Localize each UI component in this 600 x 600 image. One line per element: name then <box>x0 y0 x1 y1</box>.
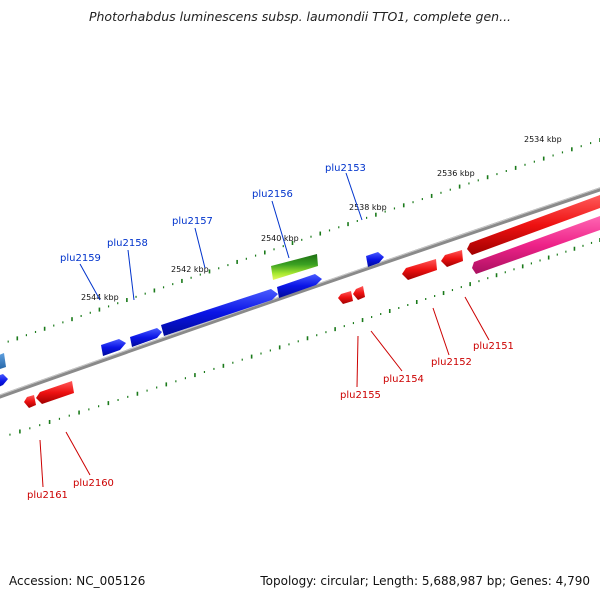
gene-label-plu2155[interactable]: plu2155 <box>340 390 381 401</box>
gene-arrow-plu2155[interactable] <box>338 291 353 304</box>
scale-label-2534: 2534 kbp <box>524 135 562 144</box>
gene-arrow-plu2153[interactable] <box>366 252 384 267</box>
scale-label-2542: 2542 kbp <box>171 265 209 274</box>
gene-arrow-plu2160[interactable] <box>36 381 74 404</box>
genome-summary-text: Topology: circular; Length: 5,688,987 bp… <box>260 574 590 588</box>
leader-plu2160 <box>65 431 91 476</box>
gene-label-plu2157[interactable]: plu2157 <box>172 216 213 227</box>
reverse-strand-genes <box>24 195 600 408</box>
scale-label-2538: 2538 kbp <box>349 203 387 212</box>
scale-label-2544: 2544 kbp <box>81 293 119 302</box>
gene-arrow-fwd[interactable] <box>0 374 8 389</box>
leader-plu2153 <box>345 172 363 221</box>
gene-label-plu2152[interactable]: plu2152 <box>431 357 472 368</box>
map-title: Photorhabdus luminescens subsp. laumondi… <box>88 9 512 24</box>
accession-text: Accession: NC_005126 <box>9 574 146 588</box>
leader-plu2156 <box>271 200 290 259</box>
gene-arrow-rna[interactable] <box>472 216 600 274</box>
gene-label-plu2156[interactable]: plu2156 <box>252 189 293 200</box>
inner-scale-ticks <box>9 238 600 436</box>
gene-arrow-plu2152[interactable] <box>441 250 463 267</box>
gene-label-plu2161[interactable]: plu2161 <box>27 490 68 501</box>
gene-arrow-plu2152b[interactable] <box>402 259 437 280</box>
gene-label-plu2153[interactable]: plu2153 <box>325 163 366 174</box>
gene-arrow-plu2151[interactable] <box>467 195 600 255</box>
leader-plu2161 <box>39 439 44 488</box>
scale-label-2536: 2536 kbp <box>437 169 475 178</box>
gene-label-plu2151[interactable]: plu2151 <box>473 341 514 352</box>
gene-arrow-fwd[interactable] <box>130 328 162 347</box>
leader-plu2151 <box>464 296 490 341</box>
gene-arrow-fwd[interactable] <box>0 353 6 371</box>
gene-arrow-fwd[interactable] <box>101 339 126 356</box>
gene-arrow-plu2161[interactable] <box>24 395 36 408</box>
gene-label-plu2154[interactable]: plu2154 <box>383 374 424 385</box>
scale-label-2540: 2540 kbp <box>261 234 299 243</box>
forward-strand-genes <box>0 252 384 389</box>
leader-plu2159 <box>79 263 101 301</box>
leader-plu2155 <box>356 335 359 388</box>
gene-label-plu2159[interactable]: plu2159 <box>60 253 101 264</box>
leader-plu2154 <box>370 330 403 372</box>
gene-arrow-plu2156-rna[interactable] <box>271 254 318 280</box>
leader-plu2157 <box>194 227 206 269</box>
gene-arrow-plu2154[interactable] <box>353 286 365 300</box>
outer-scale-ticks <box>7 138 600 343</box>
leader-plu2158 <box>127 249 135 301</box>
label-leaders <box>39 172 490 488</box>
gene-arrow-plu2156[interactable] <box>277 274 322 298</box>
leader-plu2152 <box>432 307 450 356</box>
gene-arrow-plu2157[interactable] <box>161 289 278 336</box>
gene-label-plu2160[interactable]: plu2160 <box>73 478 114 489</box>
gene-label-plu2158[interactable]: plu2158 <box>107 238 148 249</box>
